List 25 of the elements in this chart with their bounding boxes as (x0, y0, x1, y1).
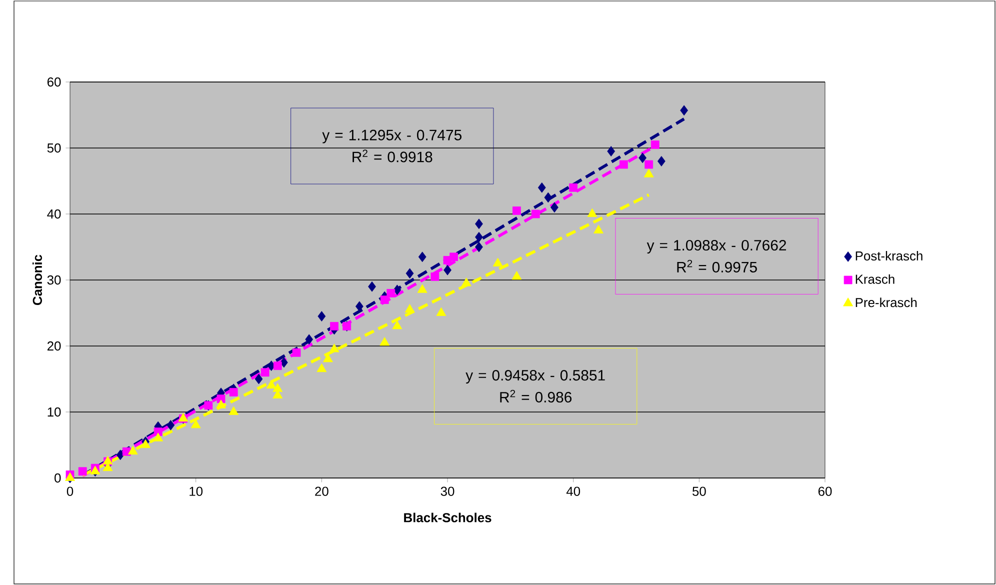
x-tick-label: 40 (566, 486, 580, 496)
x-tick-label: 50 (692, 486, 706, 496)
legend-label: Post-krasch (856, 251, 922, 261)
y-tick-label: 60 (47, 77, 61, 87)
y-axis-title: Canonic (32, 254, 42, 306)
legend-label: Pre-krasch (856, 298, 917, 308)
x-tick-label: 30 (440, 486, 454, 496)
x-tick-label: 0 (66, 486, 74, 496)
y-tick-label: 50 (47, 143, 61, 153)
annotation: R$^{2}$ = 0.986 (500, 390, 572, 402)
annotation: y = 1.0988x - 0.7662 (646, 240, 786, 254)
annotation: R$^{2}$ = 0.9918 (352, 150, 432, 162)
annotation: R$^{2}$ = 0.9975 (677, 260, 757, 272)
legend-label: Krasch (856, 274, 894, 284)
y-tick-label: 0 (54, 473, 61, 483)
x-tick-label: 20 (315, 486, 328, 496)
annotation: y = 0.9458x - 0.5851 (466, 370, 605, 384)
y-tick-label: 10 (48, 407, 61, 417)
y-tick-label: 40 (47, 209, 61, 219)
y-tick-label: 20 (47, 341, 61, 351)
y-tick-label: 30 (47, 275, 61, 285)
x-tick-label: 60 (818, 486, 832, 496)
x-axis-title: Black-Scholes (404, 512, 492, 522)
annotation: y = 1.1295x - 0.7475 (322, 130, 462, 144)
x-tick-label: 10 (190, 486, 203, 496)
